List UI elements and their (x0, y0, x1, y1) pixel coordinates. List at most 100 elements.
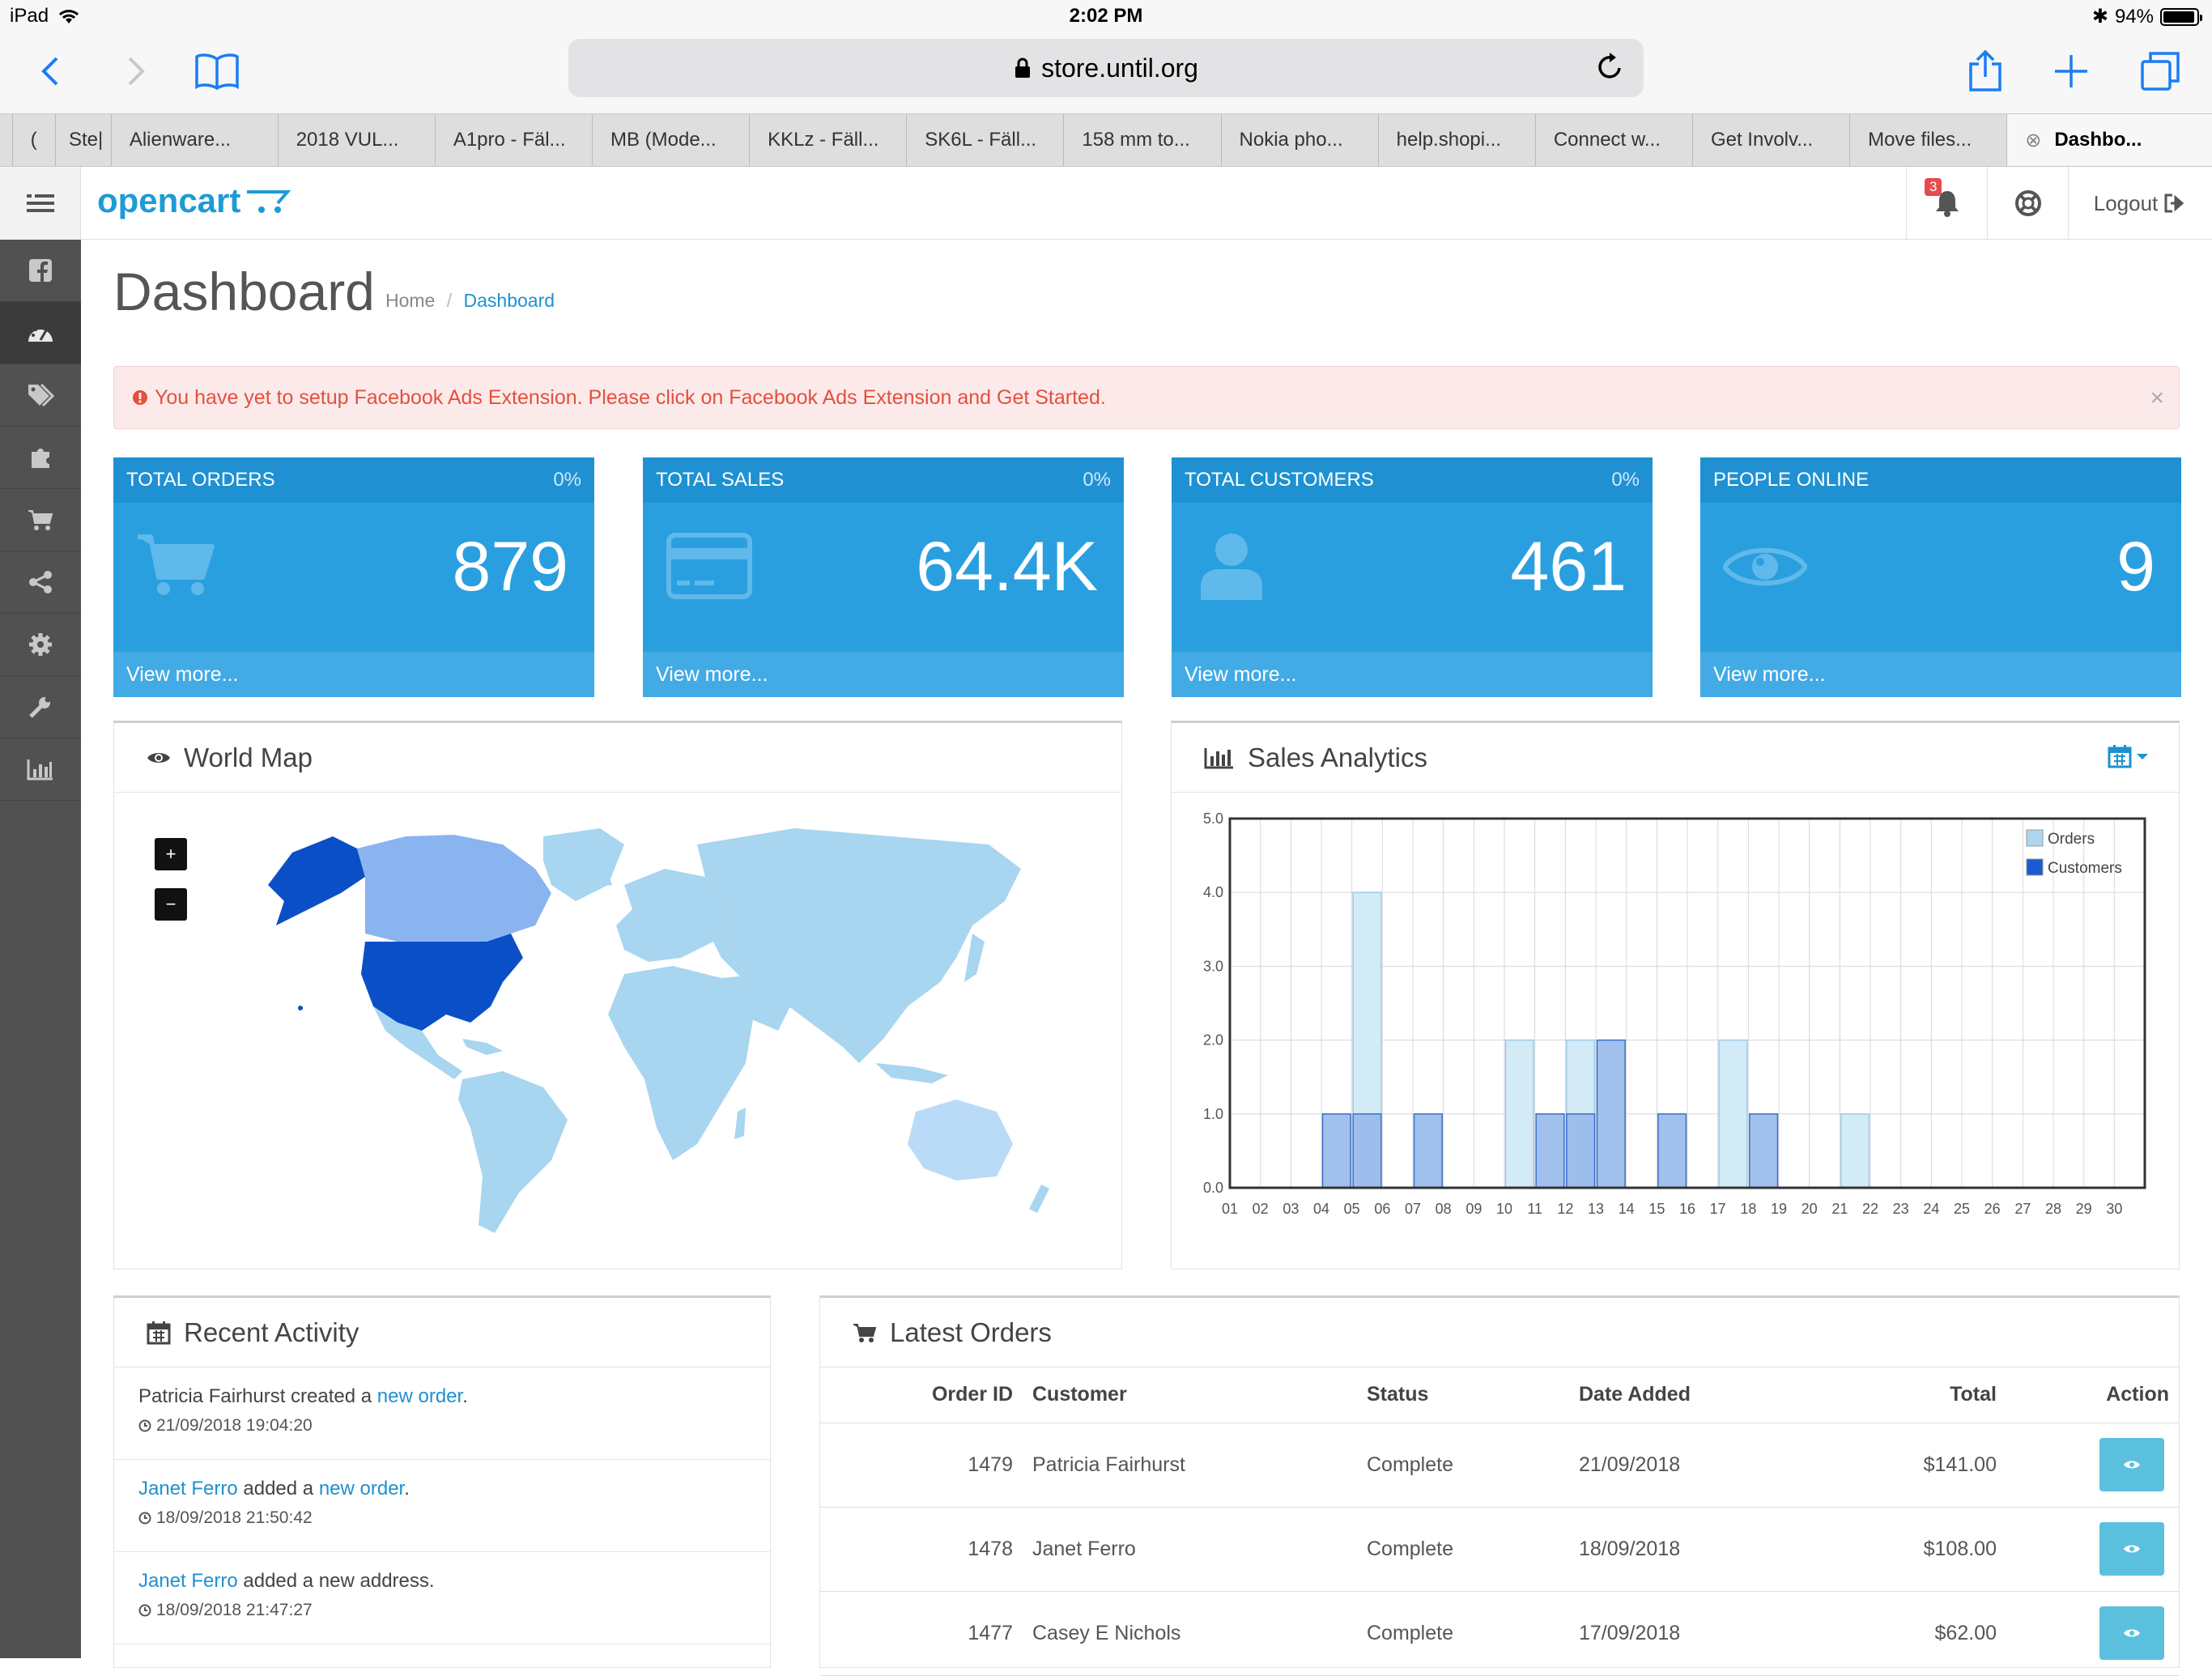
activity-link[interactable]: new order (318, 1478, 405, 1499)
back-icon[interactable] (28, 49, 73, 94)
new-tab-icon[interactable] (2048, 49, 2094, 94)
caret-down-icon (2137, 754, 2148, 759)
x-tick-label: 08 (1436, 1201, 1452, 1217)
activity-item: Janet Ferro added a new address. 18/09/2… (114, 1552, 770, 1644)
share-icon[interactable] (1963, 49, 2008, 94)
sidebar-item-facebook[interactable] (0, 240, 81, 302)
table-row: 1478 Janet Ferro Complete 18/09/2018 $10… (820, 1507, 2179, 1592)
sales-chart: 0.0 1.0 2.0 3.0 4.0 5.0 01 02 03 04 05 06 07 08 09 10 11… (1203, 810, 2146, 1217)
bar-chart-icon (27, 759, 53, 781)
sidebar-item-maintenance[interactable] (0, 676, 81, 738)
map-region-asia (697, 828, 1021, 1063)
tab-active[interactable]: ⊗ Dashbo... (2007, 114, 2212, 166)
activity-time: 18/09/2018 21:50:42 (156, 1508, 313, 1527)
tile-view-more[interactable]: View more... (1700, 652, 2181, 697)
help-button[interactable] (1987, 167, 2068, 240)
bluetooth-icon: ✱ (2091, 6, 2108, 28)
menu-toggle-button[interactable] (0, 167, 81, 240)
cell-customer: Casey E Nichols (1023, 1591, 1357, 1676)
tile-view-more[interactable]: View more... (643, 652, 1124, 697)
activity-link[interactable]: new order (376, 1385, 463, 1407)
activity-customer-link[interactable]: Janet Ferro (138, 1570, 238, 1592)
tab[interactable]: MB (Mode... (593, 114, 751, 166)
url-text: store.until.org (1041, 53, 1198, 83)
sidebar-item-reports[interactable] (0, 738, 81, 801)
tile-view-more[interactable]: View more... (113, 652, 594, 697)
view-order-button[interactable] (2099, 1522, 2164, 1576)
x-tick-label: 06 (1374, 1201, 1390, 1217)
view-order-button[interactable] (2099, 1438, 2164, 1491)
opencart-logo[interactable]: opencart (97, 181, 291, 220)
notifications-button[interactable]: 3 (1906, 167, 1987, 240)
tab[interactable]: Ste| (56, 114, 112, 166)
view-order-button[interactable] (2099, 1606, 2164, 1660)
cell-action (2006, 1507, 2179, 1592)
breadcrumb-dashboard[interactable]: Dashboard (463, 290, 555, 311)
tab[interactable]: help.shopi... (1379, 114, 1536, 166)
sidebar-item-catalog[interactable] (0, 364, 81, 427)
notification-badge: 3 (1925, 178, 1942, 196)
tab[interactable]: 2018 VUL... (279, 114, 436, 166)
x-tick-label: 10 (1496, 1201, 1512, 1217)
x-tick-label: 26 (1984, 1201, 2001, 1217)
x-tick-label: 16 (1679, 1201, 1695, 1217)
tab[interactable]: ( (13, 114, 56, 166)
alert-close-icon[interactable]: × (2150, 385, 2164, 411)
sidebar-item-system[interactable] (0, 614, 81, 676)
alert-text: You have yet to setup Facebook Ads Exten… (155, 385, 1106, 409)
tab[interactable]: Get Involv... (1693, 114, 1851, 166)
world-map[interactable] (244, 820, 1102, 1249)
map-region-australia (908, 1100, 1013, 1180)
activity-customer-link[interactable]: Janet Ferro (138, 1478, 238, 1499)
shopping-cart-icon (853, 1323, 877, 1342)
breadcrumb-home[interactable]: Home (385, 290, 436, 311)
date-range-dropdown[interactable] (2108, 744, 2148, 768)
sidebar-item-marketing[interactable] (0, 551, 81, 614)
address-bar[interactable]: store.until.org (568, 39, 1644, 97)
tile-title: PEOPLE ONLINE (1713, 469, 1870, 491)
zoom-in-button[interactable]: + (155, 838, 187, 870)
cell-date: 17/09/2018 (1569, 1591, 1794, 1676)
share-alt-icon (29, 571, 52, 593)
x-tick-label: 13 (1588, 1201, 1604, 1217)
tab[interactable]: SK6L - Fäll... (907, 114, 1065, 166)
tab[interactable]: KKLz - Fäll... (750, 114, 908, 166)
x-tick-label: 01 (1222, 1201, 1238, 1217)
logout-button[interactable]: Logout (2068, 167, 2212, 240)
tab[interactable]: Nokia pho... (1222, 114, 1379, 166)
tab[interactable]: Move files... (1850, 114, 2008, 166)
exclamation-circle-icon (133, 390, 147, 405)
tabs-overview-icon[interactable] (2138, 49, 2183, 94)
tab[interactable]: 158 mm to... (1064, 114, 1222, 166)
cell-customer: Janet Ferro (1023, 1507, 1357, 1592)
bookmarks-icon[interactable] (194, 49, 240, 94)
sidebar-item-extensions[interactable] (0, 427, 81, 489)
cog-icon (29, 633, 52, 656)
panel-title: Latest Orders (890, 1317, 1052, 1347)
sidebar-item-sales[interactable] (0, 489, 81, 551)
x-tick-label: 25 (1954, 1201, 1970, 1217)
sidebar-item-dashboard[interactable] (0, 302, 81, 364)
battery-fill (2163, 11, 2194, 23)
tab[interactable]: Alienware... (112, 114, 279, 166)
reload-icon[interactable] (1595, 50, 1624, 83)
tab[interactable]: Connect w... (1536, 114, 1693, 166)
tab[interactable]: A1pro - Fäl... (436, 114, 593, 166)
map-region-greenland (543, 828, 624, 901)
tab-edge[interactable] (0, 114, 13, 166)
zoom-out-button[interactable]: − (155, 888, 187, 921)
x-tick-label: 23 (1893, 1201, 1909, 1217)
forward-icon[interactable] (113, 49, 159, 94)
tile-percent: 0% (1083, 469, 1111, 491)
cart-icon (136, 532, 215, 597)
legend-swatch (2026, 858, 2044, 876)
cell-order-id: 1477 (820, 1591, 1023, 1676)
close-tab-icon[interactable]: ⊗ (2025, 129, 2042, 151)
y-tick-label: 4.0 (1203, 884, 1223, 900)
tile-view-more[interactable]: View more... (1172, 652, 1653, 697)
latest-orders-panel: Latest Orders Order ID Customer Status D… (819, 1295, 2180, 1676)
activity-item: Patricia Fairhurst created a new order. … (114, 1368, 770, 1460)
cell-status: Complete (1357, 1507, 1569, 1592)
map-region-caribbean (462, 1039, 503, 1055)
cell-customer: Patricia Fairhurst (1023, 1423, 1357, 1508)
